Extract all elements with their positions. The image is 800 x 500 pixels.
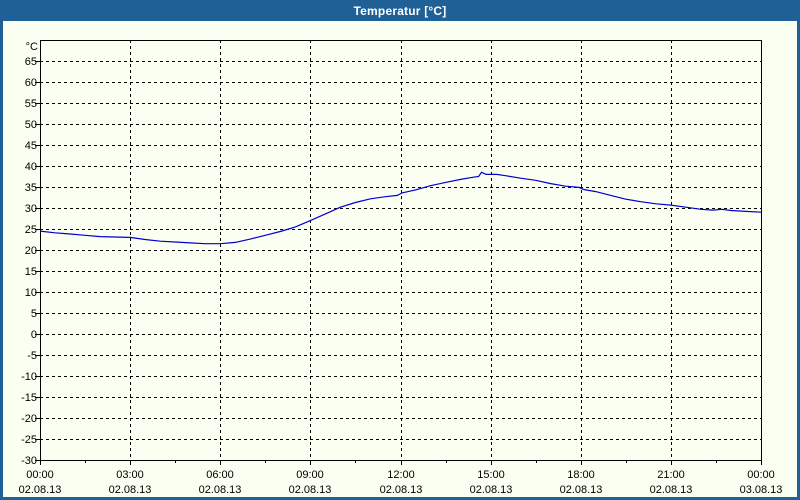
y-tick-label: 65: [25, 56, 37, 68]
plot-frame: [40, 40, 762, 461]
y-tick-label: -10: [21, 371, 37, 383]
x-tick-date-label: 02.08.13: [289, 484, 332, 496]
x-tick-time-label: 06:00: [206, 469, 234, 481]
x-tick-date-label: 02.08.13: [199, 484, 242, 496]
y-tick-label: 45: [25, 140, 37, 152]
x-tick-time-label: 21:00: [657, 469, 685, 481]
x-tick-date-label: 02.08.13: [650, 484, 693, 496]
y-tick-label: 20: [25, 245, 37, 257]
y-tick-label: 60: [25, 77, 37, 89]
y-tick-label: 0: [31, 329, 37, 341]
x-tick-date-label: 02.08.13: [19, 484, 62, 496]
x-tick-time-label: 00:00: [26, 469, 54, 481]
x-tick-date-label: 02.08.13: [470, 484, 513, 496]
y-tick-label: 40: [25, 161, 37, 173]
y-tick-label: -15: [21, 392, 37, 404]
x-tick-date-label: 02.08.13: [109, 484, 152, 496]
x-tick-time-label: 12:00: [387, 469, 415, 481]
y-tick-label: -25: [21, 434, 37, 446]
x-tick-date-label: 02.08.13: [380, 484, 423, 496]
y-tick-label: 55: [25, 98, 37, 110]
y-tick-label: 50: [25, 119, 37, 131]
x-tick-date-label: 02.08.13: [560, 484, 603, 496]
y-tick-label: -5: [27, 350, 37, 362]
y-tick-label: 25: [25, 224, 37, 236]
y-tick-label: 5: [31, 308, 37, 320]
x-tick-time-label: 18:00: [567, 469, 595, 481]
y-axis-unit-label: °C: [26, 41, 38, 53]
x-tick-time-label: 09:00: [296, 469, 324, 481]
y-tick-label: -30: [21, 455, 37, 467]
x-tick-time-label: 03:00: [116, 469, 144, 481]
x-tick-date-label: 03.08.13: [740, 484, 783, 496]
window-title: Temperatur [°C]: [353, 3, 447, 18]
y-tick-label: -20: [21, 413, 37, 425]
x-tick-time-label: 15:00: [477, 469, 505, 481]
temperature-series-line: [39, 171, 762, 245]
y-tick-label: 35: [25, 182, 37, 194]
y-tick-label: 30: [25, 203, 37, 215]
y-tick-label: 10: [25, 287, 37, 299]
y-tick-label: 15: [25, 266, 37, 278]
x-tick-time-label: 00:00: [747, 469, 775, 481]
window-titlebar[interactable]: Temperatur [°C]: [0, 0, 800, 21]
